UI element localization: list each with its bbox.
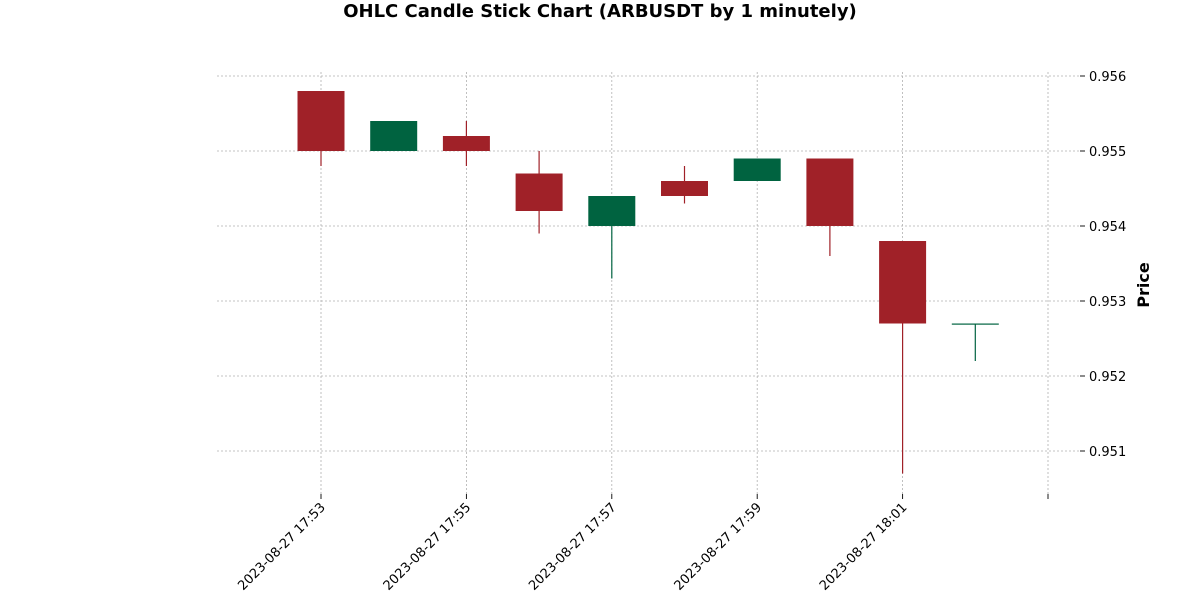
- candle: [370, 121, 418, 151]
- x-tick-label: 2023-08-27 17:59: [672, 500, 765, 593]
- chart-title: OHLC Candle Stick Chart (ARBUSDT by 1 mi…: [343, 1, 857, 22]
- candle: [515, 151, 563, 234]
- y-axis-title: Price: [1134, 262, 1153, 308]
- candle-body: [515, 173, 563, 211]
- candle-body: [370, 121, 418, 151]
- candle-body: [879, 241, 927, 324]
- candle-body: [661, 181, 708, 196]
- candle: [733, 158, 781, 181]
- candle: [661, 166, 708, 204]
- candle: [879, 241, 927, 474]
- candle: [442, 121, 490, 166]
- axis-layer: 0.951 0.952 0.953 0.954 0.955 0.956 2023-08-27…: [235, 70, 1126, 594]
- candle-body: [442, 136, 490, 151]
- x-tick-label: 2023-08-27 17:53: [235, 500, 328, 593]
- candle-body: [951, 323, 999, 325]
- x-tick-label: 2023-08-27 18:01: [817, 500, 910, 593]
- y-tick-label: 0.954: [1089, 220, 1126, 235]
- candle-layer: [297, 91, 999, 474]
- y-tick-label: 0.956: [1089, 70, 1126, 85]
- y-tick-label: 0.951: [1089, 445, 1126, 460]
- candle: [297, 91, 345, 166]
- candle: [588, 196, 636, 279]
- y-tick-label: 0.955: [1089, 145, 1126, 160]
- grid-layer: [217, 72, 1080, 494]
- candle: [951, 323, 999, 361]
- candle: [806, 158, 854, 256]
- y-tick-label: 0.952: [1089, 370, 1126, 385]
- candle-body: [588, 196, 636, 226]
- candle-body: [733, 158, 781, 181]
- candle-body: [297, 91, 345, 151]
- candle-body: [806, 158, 854, 226]
- y-tick-label: 0.953: [1089, 295, 1126, 310]
- x-tick-label: 2023-08-27 17:57: [526, 500, 619, 593]
- x-tick-label: 2023-08-27 17:55: [381, 500, 474, 593]
